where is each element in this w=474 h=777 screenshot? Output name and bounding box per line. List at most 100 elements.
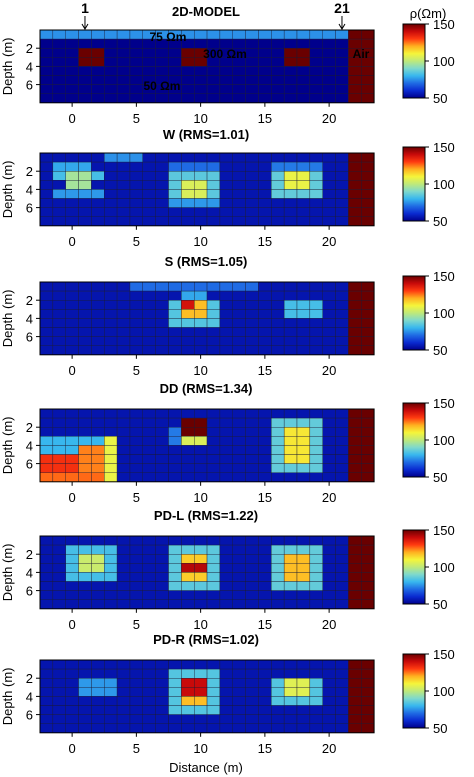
heatmap-cell — [181, 581, 195, 591]
heatmap-cell — [348, 427, 362, 437]
heatmap-cell — [271, 535, 285, 546]
heatmap-cell — [283, 714, 298, 724]
heatmap-cell — [206, 714, 221, 724]
heatmap-cell — [142, 189, 156, 199]
heatmap-cell — [181, 554, 195, 564]
heatmap-cell — [283, 345, 298, 356]
heatmap-cell — [142, 668, 156, 679]
heatmap-cell — [283, 454, 298, 464]
heatmap-cell — [78, 345, 92, 356]
heatmap-cell — [129, 668, 143, 679]
heatmap-cell — [129, 300, 143, 310]
heatmap-cell — [91, 723, 105, 734]
heatmap-cell — [335, 581, 349, 591]
heatmap-cell — [335, 57, 349, 67]
heatmap-cell — [258, 563, 272, 573]
heatmap-cell — [361, 668, 375, 679]
heatmap-cell — [283, 427, 298, 437]
colorbar-tick-label: 150 — [433, 647, 455, 662]
heatmap-cell — [78, 29, 92, 40]
heatmap-cell — [309, 581, 323, 591]
heatmap-cell — [348, 581, 362, 591]
heatmap-cell — [104, 309, 118, 319]
x-tick-label: 10 — [193, 617, 207, 632]
heatmap-cell — [104, 318, 118, 328]
heatmap-cell — [65, 93, 79, 103]
heatmap-cell — [129, 572, 143, 582]
heatmap-cell — [65, 290, 79, 301]
heatmap-cell — [155, 93, 169, 103]
heatmap-cell — [245, 417, 259, 428]
heatmap-cell — [181, 57, 195, 67]
x-tick-label: 0 — [69, 363, 76, 378]
heatmap-cell — [104, 189, 118, 199]
heatmap-cell — [52, 75, 66, 85]
heatmap-cell — [258, 417, 272, 428]
heatmap-cell — [271, 696, 285, 706]
heatmap-cell — [104, 687, 118, 697]
heatmap-cell — [142, 544, 156, 555]
heatmap-cell — [116, 714, 131, 724]
heatmap-cell — [155, 678, 169, 688]
heatmap-cell — [78, 327, 92, 337]
heatmap-cell — [181, 659, 195, 670]
heatmap-cell — [104, 563, 118, 573]
heatmap-cell — [296, 48, 311, 58]
heatmap-cell — [39, 207, 54, 217]
heatmap-cell — [181, 668, 195, 679]
y-axis-label: Depth (m) — [0, 417, 15, 475]
heatmap-cell — [91, 554, 105, 564]
heatmap-cell — [104, 714, 118, 724]
heatmap-cell — [142, 318, 156, 328]
heatmap-cell — [193, 84, 208, 94]
heatmap-cell — [335, 705, 349, 715]
heatmap-cell — [78, 57, 92, 67]
heatmap-cell — [52, 198, 66, 208]
heatmap-cell — [335, 38, 349, 49]
heatmap-cell — [271, 678, 285, 688]
heatmap-cell — [296, 29, 311, 40]
heatmap-cell — [155, 290, 169, 301]
heatmap-cell — [116, 198, 131, 208]
heatmap-cell — [348, 75, 362, 85]
panel-title: S (RMS=1.05) — [165, 254, 248, 269]
heatmap-cell — [91, 581, 105, 591]
heatmap-cell — [52, 454, 66, 464]
heatmap-cell — [91, 454, 105, 464]
heatmap-cell — [116, 563, 131, 573]
heatmap-cell — [104, 216, 118, 226]
x-axis-label: Distance (m) — [169, 760, 243, 775]
heatmap-cell — [52, 417, 66, 428]
heatmap-cell — [258, 207, 272, 217]
heatmap-cell — [206, 463, 221, 473]
y-tick-label: 2 — [26, 164, 33, 179]
heatmap-cell — [116, 152, 131, 163]
heatmap-cell — [104, 93, 118, 103]
heatmap-cell — [78, 678, 92, 688]
heatmap-cell — [39, 161, 54, 172]
heatmap-cell — [296, 678, 311, 688]
heatmap-cell — [193, 563, 208, 573]
heatmap-cell — [245, 659, 259, 670]
heatmap-cell — [309, 170, 323, 181]
x-tick-label: 15 — [258, 617, 272, 632]
heatmap-cell — [283, 436, 298, 446]
heatmap-cell — [309, 417, 323, 428]
panel-5 — [36, 535, 375, 613]
heatmap-cell — [91, 427, 105, 437]
colorbar — [402, 146, 426, 222]
heatmap-cell — [335, 408, 349, 419]
heatmap-cell — [322, 48, 336, 58]
heatmap-cell — [39, 463, 54, 473]
heatmap-cell — [193, 599, 208, 610]
heatmap-cell — [296, 300, 311, 310]
heatmap-cell — [271, 417, 285, 428]
heatmap-cell — [91, 696, 105, 706]
heatmap-cell — [232, 668, 246, 679]
heatmap-cell — [129, 207, 143, 217]
heatmap-cell — [335, 687, 349, 697]
heatmap-cell — [129, 318, 143, 328]
heatmap-cell — [116, 327, 131, 337]
heatmap-cell — [52, 345, 66, 356]
